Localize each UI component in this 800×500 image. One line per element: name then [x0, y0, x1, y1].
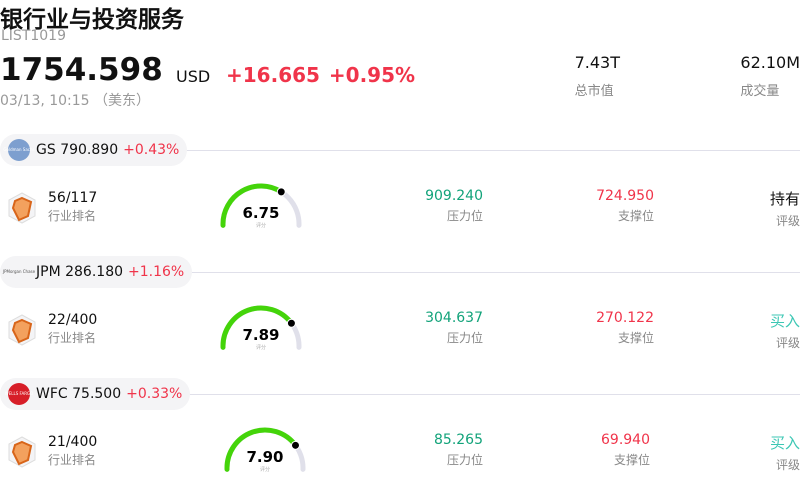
- score-label: 评分: [256, 222, 266, 229]
- stock-price: 286.180: [65, 264, 124, 280]
- stock-pill[interactable]: WELLS FARGO WFC 75.500 +0.33%: [0, 378, 191, 410]
- radar-chart-icon: [8, 436, 36, 468]
- change-value: +16.665: [226, 63, 320, 87]
- support: 724.950 支撑位: [596, 188, 654, 224]
- page-title: 银行业与投资服务: [0, 7, 184, 33]
- resistance-label: 压力位: [446, 331, 483, 345]
- rank-label: 行业排名: [48, 209, 97, 223]
- resistance-label: 压力位: [446, 453, 483, 467]
- list-code: LIST1019: [1, 28, 66, 44]
- timestamp: 03/13, 10:15 （美东）: [0, 93, 151, 109]
- rating-value: 持有: [769, 190, 800, 208]
- rating: 买入 评级: [770, 310, 800, 351]
- score-value: 6.75: [242, 204, 279, 222]
- divider: [186, 394, 800, 395]
- support: 69.940 支撑位: [601, 432, 650, 468]
- rank-label: 行业排名: [48, 331, 97, 345]
- support-value: 270.122: [596, 310, 654, 326]
- gauge-marker: [290, 440, 300, 450]
- ticker: WFC: [36, 386, 68, 402]
- score-value: 7.89: [242, 326, 279, 344]
- industry-rank: 22/400 行业排名: [48, 312, 97, 346]
- change-percent: +0.95%: [328, 63, 416, 87]
- radar-chart-icon: [8, 314, 36, 346]
- market-cap-value: 7.43T: [574, 53, 620, 72]
- index-price: 1754.598: [0, 52, 163, 88]
- stock-card: JPMorgan Chase JPM 286.180 +1.16% 22/400 行…: [0, 256, 800, 378]
- support: 270.122 支撑位: [596, 310, 654, 346]
- radar-chart-icon: [8, 192, 36, 224]
- stock-card: Goldman Sachs GS 790.890 +0.43% 56/117 行业排…: [0, 134, 800, 256]
- stock-card: WELLS FARGO WFC 75.500 +0.33% 21/400 行业排名 …: [0, 378, 800, 500]
- price-change: +16.665 +0.95%: [226, 63, 415, 87]
- rating: 买入 评级: [770, 432, 800, 473]
- stock-price: 790.890: [60, 142, 119, 158]
- score-value: 7.90: [246, 448, 283, 466]
- company-logo-icon: Goldman Sachs: [3, 139, 35, 161]
- rating-label: 评级: [775, 214, 800, 228]
- volume-value: 62.10M: [740, 53, 800, 72]
- stock-pill[interactable]: Goldman Sachs GS 790.890 +0.43%: [0, 134, 188, 166]
- stock-pill[interactable]: JPMorgan Chase JPM 286.180 +1.16%: [0, 256, 193, 288]
- currency: USD: [176, 67, 211, 86]
- stock-price: 75.500: [72, 386, 122, 402]
- industry-rank: 21/400 行业排名: [48, 434, 97, 468]
- gauge-marker: [286, 318, 296, 328]
- rank-value: 21/400: [48, 434, 98, 450]
- support-value: 724.950: [596, 188, 654, 204]
- score-gauge: 6.75 评分: [220, 183, 302, 229]
- volume-label: 成交量: [740, 84, 780, 99]
- ticker: JPM: [36, 264, 61, 280]
- resistance-value: 909.240: [425, 188, 483, 204]
- industry-rank: 56/117 行业排名: [48, 190, 97, 224]
- company-logo-icon: WELLS FARGO: [5, 383, 33, 405]
- score-label: 评分: [260, 466, 270, 473]
- gauge-fill: [220, 305, 294, 350]
- market-cap: 7.43T 总市值: [575, 53, 620, 99]
- stock-change: +0.43%: [123, 142, 180, 158]
- score-label: 评分: [256, 344, 266, 351]
- divider: [186, 272, 800, 273]
- rank-label: 行业排名: [48, 453, 97, 467]
- support-value: 69.940: [601, 432, 650, 448]
- resistance-label: 压力位: [446, 209, 483, 223]
- rank-value: 56/117: [48, 190, 98, 206]
- resistance: 304.637 压力位: [425, 310, 483, 346]
- rating: 持有 评级: [770, 188, 800, 229]
- volume: 62.10M 成交量: [740, 53, 800, 99]
- rating-label: 评级: [775, 458, 800, 472]
- ticker: GS: [36, 142, 56, 158]
- support-label: 支撑位: [617, 209, 654, 223]
- gauge-fill: [220, 183, 284, 228]
- divider: [186, 150, 800, 151]
- stock-change: +0.33%: [126, 386, 183, 402]
- gauge-fill: [224, 427, 298, 472]
- support-label: 支撑位: [617, 331, 654, 345]
- resistance: 85.265 压力位: [434, 432, 483, 468]
- rating-value: 买入: [769, 434, 800, 452]
- score-gauge: 7.89 评分: [220, 305, 302, 351]
- resistance-value: 304.637: [425, 310, 483, 326]
- resistance-value: 85.265: [434, 432, 483, 448]
- company-logo-icon: JPMorgan Chase: [3, 261, 35, 283]
- score-gauge: 7.90 评分: [224, 427, 306, 473]
- rank-value: 22/400: [48, 312, 98, 328]
- gauge-marker: [276, 187, 286, 197]
- support-label: 支撑位: [613, 453, 650, 467]
- rating-label: 评级: [775, 336, 800, 350]
- stock-change: +1.16%: [128, 264, 185, 280]
- resistance: 909.240 压力位: [425, 188, 483, 224]
- market-cap-label: 总市值: [574, 84, 614, 99]
- rating-value: 买入: [769, 312, 800, 330]
